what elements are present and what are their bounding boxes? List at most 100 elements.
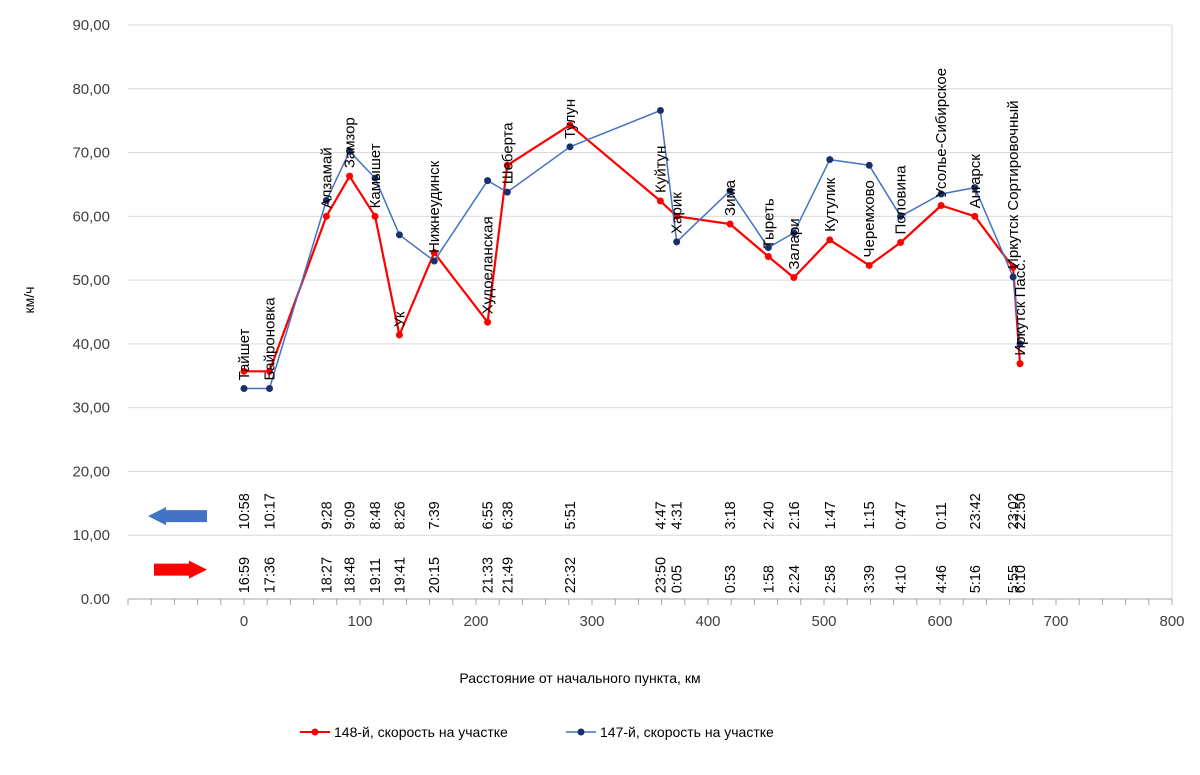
data-point-148 (1016, 360, 1024, 368)
station-label: Половина (893, 165, 910, 235)
time-label-148: 23:50 (653, 557, 669, 593)
time-label-147: 6:38 (500, 501, 516, 529)
y-tick-label: 40,00 (72, 336, 110, 353)
time-label-147: 8:26 (392, 501, 408, 529)
time-label-148: 21:33 (481, 557, 497, 593)
data-point-147 (897, 212, 905, 220)
data-point-147 (430, 257, 438, 265)
data-point-148 (790, 274, 798, 282)
station-label: Зима (722, 179, 739, 216)
time-label-148: 1:58 (761, 565, 777, 593)
station-label: Иркутск Сортировочный (1005, 100, 1022, 268)
arrow-left-147 (148, 507, 207, 526)
time-label-148: 19:11 (368, 558, 384, 593)
time-label-148: 4:46 (934, 565, 950, 593)
time-label-148: 20:15 (427, 557, 443, 593)
time-label-147: 0:47 (894, 501, 910, 529)
axes: 0.00 10,00 20,00 30,00 40,00 50,00 60,00 70,00 8… (72, 17, 1184, 630)
time-label-147: 2:16 (787, 501, 803, 529)
data-point-147 (484, 177, 492, 185)
time-label-147: 1:47 (823, 501, 839, 529)
station-label: Шеберта (499, 122, 516, 184)
data-point-148 (764, 253, 772, 261)
data-point-148 (673, 212, 681, 220)
data-point-147 (395, 231, 403, 239)
station-label: Тайшет (236, 328, 253, 380)
data-point-148 (971, 212, 979, 220)
time-label-147: 7:39 (427, 501, 443, 529)
time-label-147: 6:55 (481, 501, 497, 529)
time-label-147: 9:28 (319, 501, 335, 529)
time-label-147: 23:02 (1006, 493, 1022, 529)
y-tick-label: 60,00 (72, 208, 110, 225)
data-point-148 (240, 367, 248, 375)
data-point-147 (790, 229, 798, 237)
data-point-147 (865, 161, 873, 169)
station-label: Кутулик (822, 177, 839, 232)
time-label-148: 5:55 (1006, 565, 1022, 593)
y-tick-label: 50,00 (72, 272, 110, 289)
data-point-148 (346, 172, 354, 180)
y-axis-title: км/ч (21, 287, 37, 314)
time-label-147: 1:15 (862, 501, 878, 529)
y-tick-label: 10,00 (72, 527, 110, 544)
data-point-147 (346, 147, 354, 155)
time-labels: 10:58 10:17 9:28 9:09 8:48 8:26 7:39 6:55 6:38 5:… (237, 493, 1029, 593)
legend-marker-147 (577, 728, 585, 736)
station-labels: Тайшет Байроновка Алзамай Замзор Камышет Ук Ни… (236, 68, 1029, 381)
time-label-147: 22:50 (1013, 493, 1029, 529)
legend-label-147: 147-й, скорость на участке (600, 724, 774, 740)
station-label: Замзор (342, 117, 359, 168)
time-label-147: 10:17 (263, 493, 279, 529)
station-label: Иркутск Пасс. (1012, 259, 1029, 356)
time-label-148: 4:10 (894, 565, 910, 593)
data-point-147 (1016, 340, 1024, 348)
data-point-148 (371, 212, 379, 220)
series-line-147 (244, 109, 1021, 390)
time-label-148: 6:10 (1013, 565, 1029, 593)
arrow-right-148 (154, 560, 207, 579)
data-point-148 (865, 261, 873, 269)
y-tick-label: 0.00 (81, 591, 110, 608)
data-point-147 (971, 184, 979, 192)
data-point-147 (656, 106, 664, 114)
time-label-147: 23:42 (968, 493, 984, 529)
data-point-148 (656, 197, 664, 205)
data-point-148 (937, 201, 945, 209)
time-label-147: 5:51 (563, 501, 579, 529)
time-label-148: 19:41 (392, 557, 408, 593)
legend: 148-й, скорость на участке 147-й, скорос… (300, 724, 774, 740)
station-label: Камышет (367, 143, 384, 208)
x-tick-label: 100 (347, 613, 372, 630)
time-label-148: 3:39 (862, 565, 878, 593)
data-point-148 (503, 161, 511, 169)
data-point-147 (266, 385, 274, 393)
time-label-147: 9:09 (343, 501, 359, 529)
station-label: Алзамай (318, 147, 335, 208)
x-tick-label: 700 (1043, 613, 1068, 630)
x-tick-label: 200 (463, 613, 488, 630)
x-tick-label: 300 (579, 613, 604, 630)
station-label: Черемхово (861, 180, 878, 257)
time-label-147: 2:40 (761, 501, 777, 529)
series-line-148 (244, 123, 1022, 373)
data-point-147 (937, 190, 945, 198)
data-point-148 (826, 236, 834, 244)
station-label: Куйтун (652, 146, 669, 193)
time-label-147: 3:18 (723, 501, 739, 529)
data-point-147 (240, 385, 248, 393)
legend-marker-148 (311, 728, 319, 736)
time-label-148: 22:32 (563, 557, 579, 593)
data-point-148 (266, 367, 274, 375)
time-label-148: 2:24 (787, 565, 803, 593)
station-label: Ангарск (967, 154, 984, 209)
station-label: Байроновка (262, 297, 279, 381)
station-label: Усолье-Сибирское (933, 68, 950, 198)
data-point-148 (726, 220, 734, 228)
data-point-148 (430, 249, 438, 257)
data-point-147 (764, 244, 772, 252)
y-tick-label: 80,00 (72, 81, 110, 98)
time-label-148: 5:16 (968, 565, 984, 593)
